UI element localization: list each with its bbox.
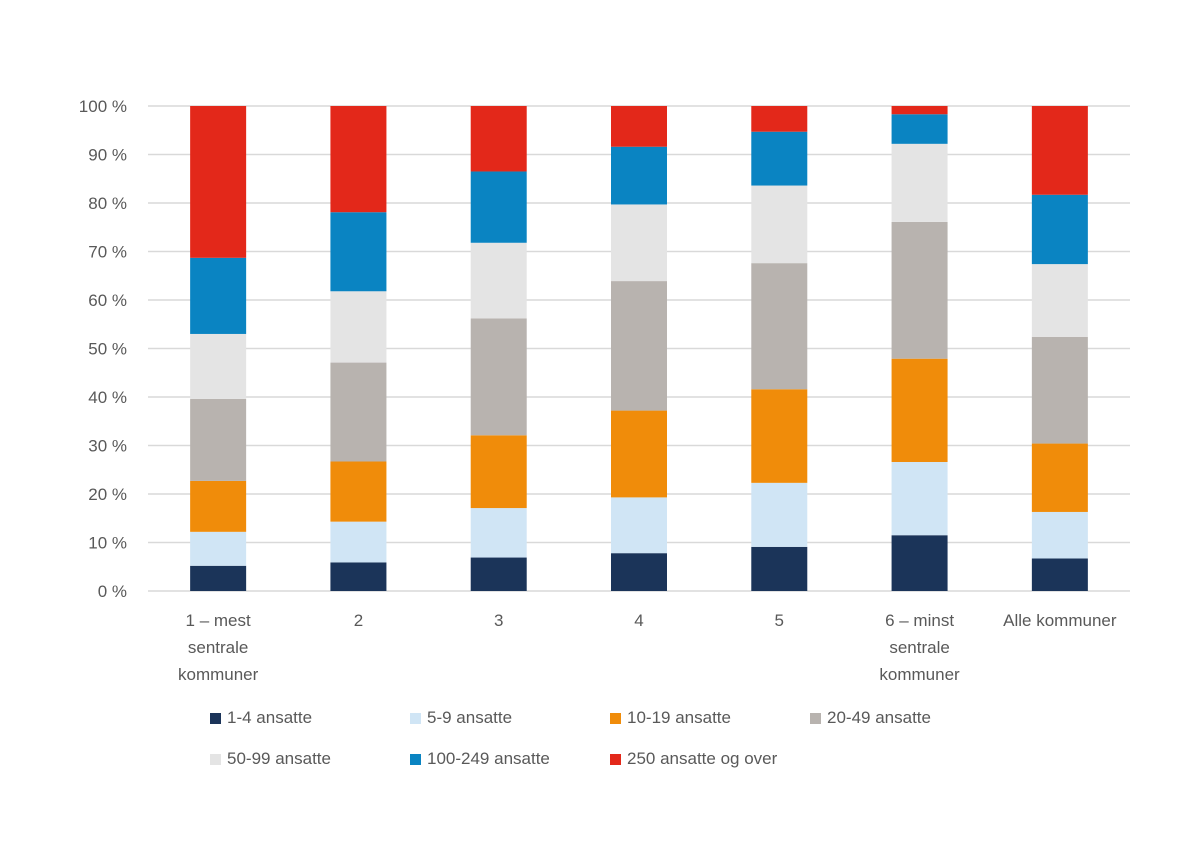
bar-segment bbox=[611, 204, 667, 282]
bar-segment bbox=[190, 333, 247, 399]
bar-segment bbox=[190, 565, 247, 591]
bar-segment bbox=[470, 106, 527, 172]
y-tick-label: 0 % bbox=[98, 582, 127, 601]
bar-segment bbox=[891, 143, 948, 222]
stacked-bar-chart: 0 % 10 % 20 % 30 % 40 % 50 % 60 % 70 % 80 % 90 % 1… bbox=[79, 97, 1130, 684]
bar-segment bbox=[751, 482, 808, 547]
bar-segment bbox=[751, 389, 808, 483]
bar-segment bbox=[891, 106, 948, 115]
legend-item: 250 ansatte og over bbox=[610, 749, 777, 769]
bar-segment bbox=[611, 146, 667, 205]
bar-segment bbox=[611, 497, 667, 554]
bar-segment bbox=[891, 221, 948, 359]
bar-segment bbox=[1031, 511, 1088, 559]
bar-segment bbox=[1031, 558, 1088, 591]
bar-segment bbox=[1031, 443, 1088, 512]
x-category-label: 4 bbox=[634, 611, 643, 630]
bar-stack bbox=[330, 106, 387, 591]
x-category-label: 3 bbox=[494, 611, 503, 630]
bar-segment bbox=[470, 242, 527, 319]
bar-segment bbox=[330, 461, 387, 522]
bar-stack bbox=[190, 106, 247, 591]
bar-stack bbox=[751, 106, 808, 591]
legend-label: 50-99 ansatte bbox=[227, 749, 331, 768]
bar-segment bbox=[470, 435, 527, 509]
bar-segment bbox=[190, 531, 247, 566]
legend-swatch bbox=[410, 712, 421, 724]
legend-label: 250 ansatte og over bbox=[627, 749, 778, 768]
bar-segment bbox=[611, 281, 667, 411]
bar-segment bbox=[611, 410, 667, 498]
legend-swatch bbox=[410, 753, 421, 765]
legend-label: 10-19 ansatte bbox=[627, 708, 731, 727]
y-tick-label: 50 % bbox=[88, 340, 127, 359]
x-category-label: 5 bbox=[775, 611, 784, 630]
y-tick-label: 90 % bbox=[88, 146, 127, 165]
bar-segment bbox=[470, 557, 527, 591]
bar-segment bbox=[190, 480, 247, 532]
bar-stack bbox=[891, 106, 948, 591]
bar-segment bbox=[470, 318, 527, 436]
bar-segment bbox=[330, 362, 387, 462]
x-category-label: 6 – minst sentrale kommuner bbox=[879, 611, 960, 684]
y-tick-label: 30 % bbox=[88, 437, 127, 456]
legend-item: 20-49 ansatte bbox=[810, 708, 931, 728]
y-tick-label: 20 % bbox=[88, 485, 127, 504]
bar-segment bbox=[470, 171, 527, 243]
y-tick-label: 60 % bbox=[88, 291, 127, 310]
y-tick-label: 40 % bbox=[88, 388, 127, 407]
bar-segment bbox=[330, 521, 387, 563]
bar-segment bbox=[190, 398, 247, 481]
bar-segment bbox=[751, 263, 808, 390]
bar-segment bbox=[330, 291, 387, 363]
bar-segment bbox=[330, 562, 387, 591]
bar-segment bbox=[1031, 264, 1088, 337]
bar-stack bbox=[1031, 106, 1088, 591]
x-category-label: 2 bbox=[354, 611, 363, 630]
bar-segment bbox=[611, 553, 667, 591]
bar-segment bbox=[891, 114, 948, 144]
bar-segment bbox=[751, 185, 808, 264]
legend-item: 1-4 ansatte bbox=[210, 708, 312, 728]
x-category-label: Alle kommuner bbox=[1003, 611, 1117, 630]
bar-segment bbox=[891, 535, 948, 591]
bar-segment bbox=[751, 131, 808, 186]
bars bbox=[190, 106, 1088, 591]
bar-segment bbox=[891, 461, 948, 536]
legend-item: 5-9 ansatte bbox=[410, 708, 512, 728]
bar-segment bbox=[470, 508, 527, 558]
y-axis-ticks: 0 % 10 % 20 % 30 % 40 % 50 % 60 % 70 % 80 % 90 % 1… bbox=[79, 97, 127, 601]
legend-label: 5-9 ansatte bbox=[427, 708, 513, 727]
legend-label: 100-249 ansatte bbox=[427, 749, 550, 768]
bar-segment bbox=[891, 358, 948, 462]
x-axis-categories: 1 – mest sentrale kommuner 2 3 4 5 6 – minst sen… bbox=[178, 611, 1117, 684]
legend-item: 10-19 ansatte bbox=[610, 708, 731, 728]
legend-item: 50-99 ansatte bbox=[210, 749, 331, 769]
bar-segment bbox=[1031, 194, 1088, 265]
bar-segment bbox=[1031, 106, 1088, 195]
legend-swatch bbox=[210, 712, 221, 724]
bar-segment bbox=[1031, 336, 1088, 444]
bar-stack bbox=[470, 106, 527, 591]
bar-segment bbox=[330, 212, 387, 292]
legend-item: 100-249 ansatte bbox=[410, 749, 550, 769]
bar-segment bbox=[330, 106, 387, 213]
y-tick-label: 10 % bbox=[88, 534, 127, 553]
bar-segment bbox=[751, 546, 808, 591]
y-tick-label: 100 % bbox=[79, 97, 127, 116]
legend-swatch bbox=[610, 753, 621, 765]
legend-swatch bbox=[610, 712, 621, 724]
legend-label: 20-49 ansatte bbox=[827, 708, 931, 727]
y-tick-label: 70 % bbox=[88, 243, 127, 262]
legend-swatch bbox=[210, 753, 221, 765]
y-tick-label: 80 % bbox=[88, 194, 127, 213]
bar-stack bbox=[611, 106, 667, 591]
legend-label: 1-4 ansatte bbox=[227, 708, 313, 727]
bar-segment bbox=[611, 106, 667, 147]
x-category-label: 1 – mest sentrale kommuner bbox=[178, 611, 259, 684]
bar-segment bbox=[190, 257, 247, 334]
legend-swatch bbox=[810, 712, 821, 724]
bar-segment bbox=[751, 106, 808, 132]
bar-segment bbox=[190, 106, 247, 258]
